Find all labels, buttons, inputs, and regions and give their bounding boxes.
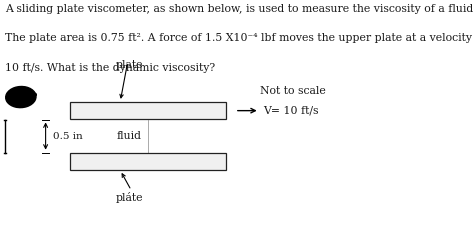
Ellipse shape (6, 87, 36, 108)
Text: fluid: fluid (117, 131, 142, 141)
Text: The plate area is 0.75 ft². A force of 1.5 X10⁻⁴ lbf moves the upper plate at a : The plate area is 0.75 ft². A force of 1… (5, 33, 474, 43)
Text: plate: plate (116, 60, 143, 71)
Text: V= 10 ft/s: V= 10 ft/s (263, 106, 319, 116)
Bar (70, 102, 226, 120)
Bar (70, 152, 226, 170)
Text: A sliding plate viscometer, as shown below, is used to measure the viscosity of : A sliding plate viscometer, as shown bel… (5, 4, 474, 14)
Text: Not to scale: Not to scale (260, 87, 325, 96)
Text: pláte: pláte (116, 191, 143, 202)
Text: 0.5 in: 0.5 in (53, 131, 82, 141)
Text: 10 ft/s. What is the dynamic viscosity?: 10 ft/s. What is the dynamic viscosity? (5, 63, 215, 73)
